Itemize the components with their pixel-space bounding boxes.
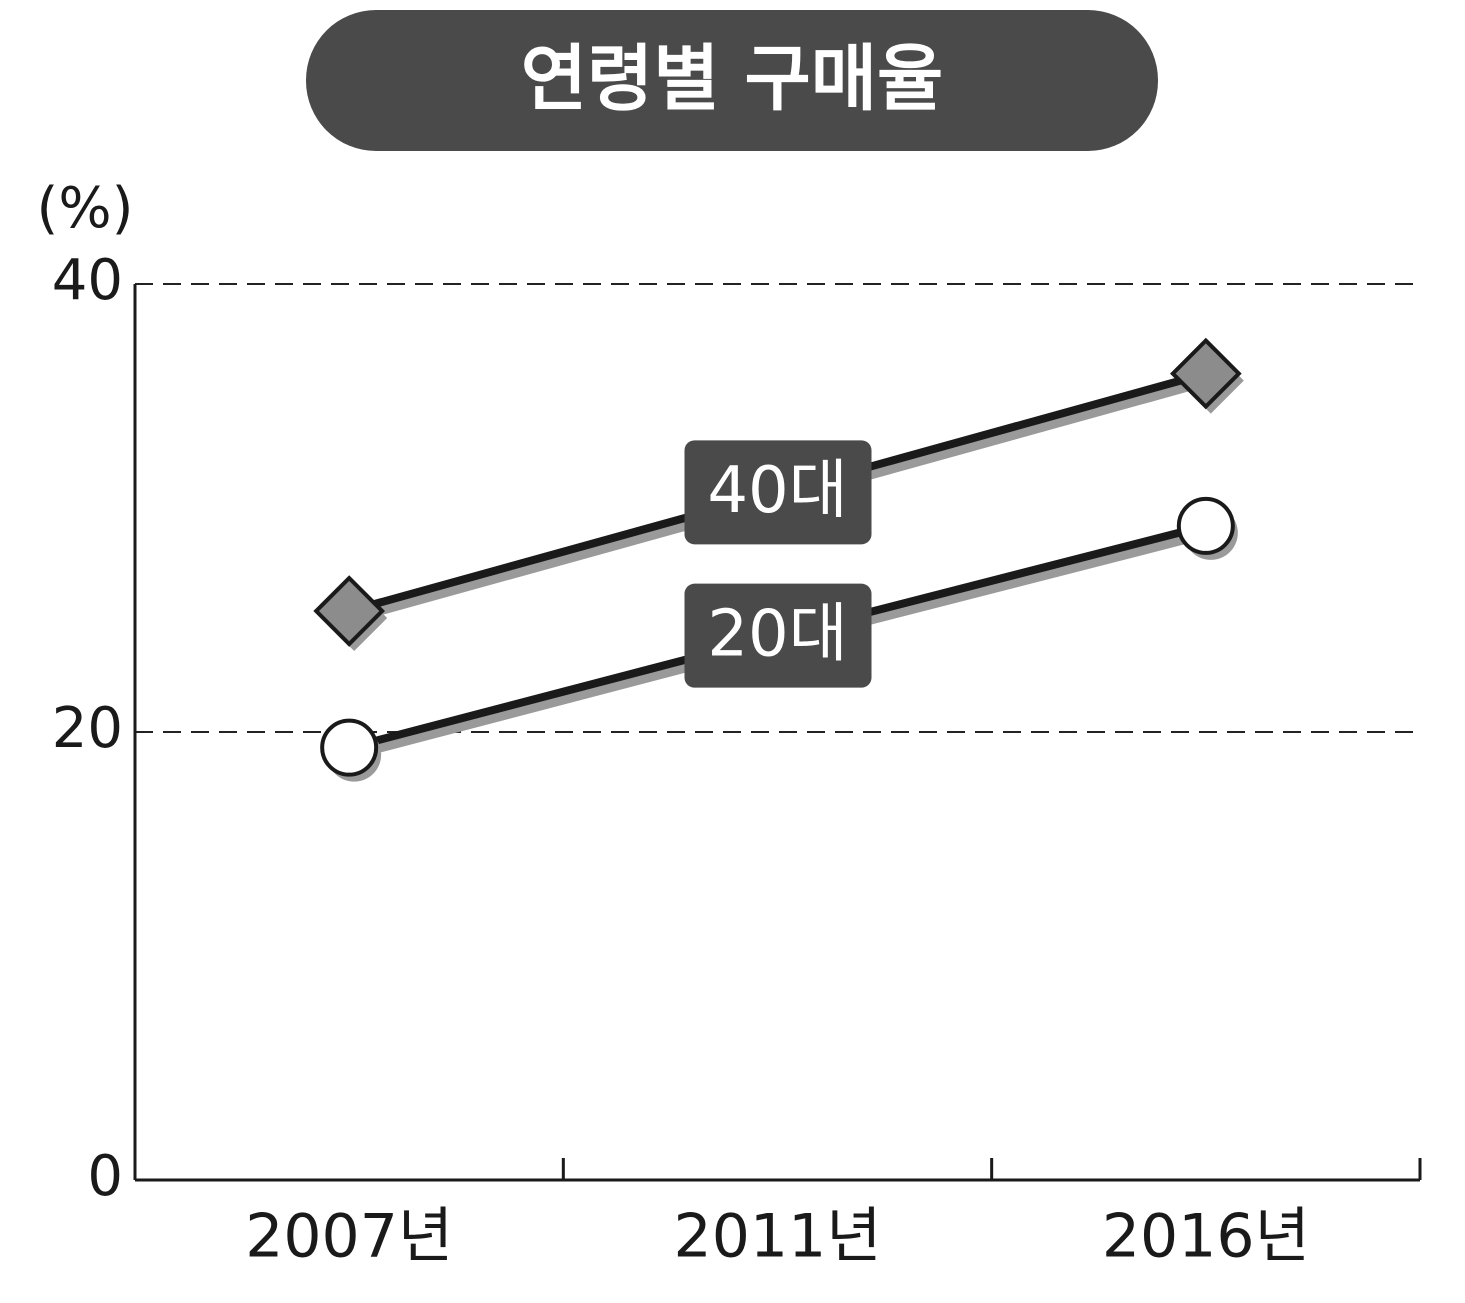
y-tick-label: 40	[52, 248, 123, 313]
legend-label: 40대	[707, 454, 847, 528]
marker	[313, 575, 385, 647]
marker	[1176, 496, 1235, 555]
series-label-box	[684, 583, 872, 688]
marker	[1170, 337, 1242, 410]
y-tick-label: 20	[52, 696, 123, 761]
title-pill	[306, 10, 1158, 151]
legend-label: 20대	[707, 597, 847, 671]
x-tick-label: 2011년	[674, 1202, 882, 1272]
y-axis-label: (%)	[37, 176, 134, 241]
x-tick-label: 2007년	[245, 1202, 453, 1272]
chart-title: 연령별 구매율	[521, 37, 944, 121]
series-label-box	[684, 440, 872, 545]
y-tick-label: 0	[87, 1144, 123, 1209]
marker	[320, 718, 379, 777]
x-tick-label: 2016년	[1102, 1202, 1310, 1272]
